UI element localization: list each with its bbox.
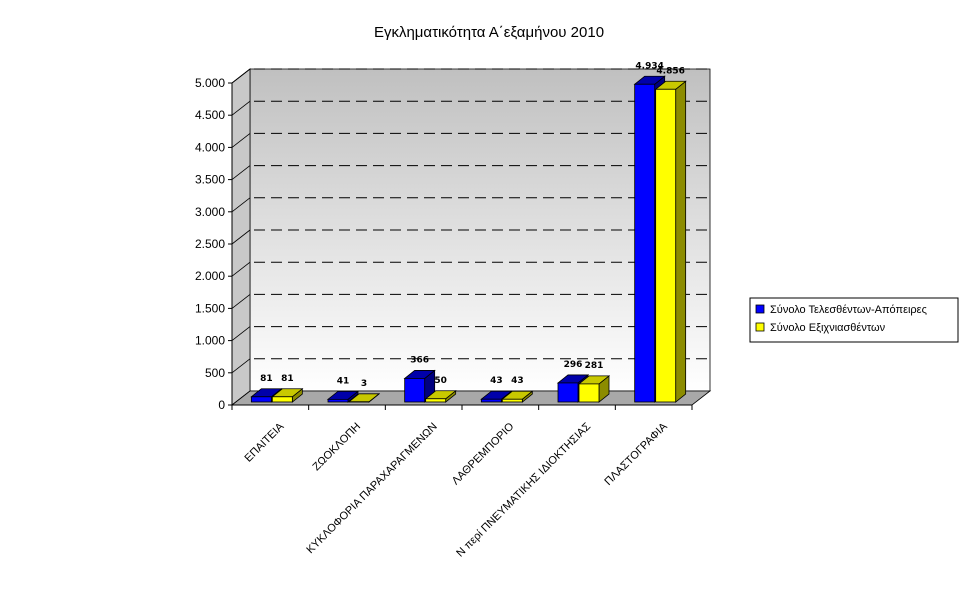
bar	[654, 80, 687, 403]
y-tick-label: 4.000	[195, 140, 225, 154]
bar	[403, 369, 436, 403]
y-tick-label: 2.500	[195, 237, 225, 251]
legend-swatch	[755, 322, 765, 332]
bar	[424, 389, 457, 403]
legend-box	[749, 297, 959, 343]
gridline-depth	[231, 358, 251, 374]
data-label: 366	[410, 355, 429, 365]
bar	[271, 387, 304, 403]
y-tick-label: 2.000	[195, 269, 225, 283]
chart-title: Εγκληματικότητα Α΄εξαμήνου 2010	[374, 24, 604, 41]
gridline-depth	[231, 165, 251, 180]
gridline-depth	[231, 100, 251, 116]
y-tick-label: 3.500	[195, 173, 225, 187]
bar-front	[271, 396, 293, 403]
y-tick-label: 3.000	[195, 205, 225, 219]
gridline-depth	[231, 261, 251, 277]
bar-front	[557, 382, 579, 403]
x-tick-label: ΠΛΑΣΤΟΓΡΑΦΙΑ	[602, 420, 670, 488]
gridline-depth	[231, 133, 251, 148]
bar-front	[655, 88, 677, 403]
data-label: 50	[434, 376, 447, 386]
bar-front	[501, 398, 523, 403]
data-label: 281	[585, 361, 604, 371]
data-label: 81	[260, 374, 273, 384]
x-tick-label: ΚΥΚΛΟΦΟΡΙΑ ΠΑΡΑΧΑΡΑΓΜΕΝΩΝ	[304, 421, 439, 556]
data-label: 3	[361, 379, 367, 389]
y-tick-label: 1.000	[195, 334, 225, 348]
bar-front	[480, 398, 502, 403]
data-label: 81	[281, 374, 294, 384]
data-label: 43	[490, 376, 503, 386]
data-label: 4.856	[656, 66, 684, 76]
y-tick-label: 0	[218, 398, 225, 412]
data-label: 4.934	[635, 61, 663, 71]
y-axis: 0 500 1.000 1.500 2.000 2.500 3.000 3.500 4.000 4…	[195, 76, 233, 412]
bar-front	[425, 398, 447, 403]
x-tick-label: ΖΩΟΚΛΟΠΗ	[311, 421, 364, 474]
x-tick-label: ΛΑΘΡΕΜΠΟΡΙΟ	[450, 420, 517, 487]
gridline-depth	[231, 229, 251, 245]
legend: Σύνολο Τελεσθέντων-Απόπειρες Σύνολο Εξιχν…	[749, 297, 959, 343]
bar-side	[675, 80, 687, 403]
y-tick-label: 500	[205, 366, 225, 380]
data-label: 43	[511, 376, 524, 386]
bar-front	[404, 378, 426, 403]
bars-layer	[250, 75, 687, 403]
bar-front	[327, 398, 349, 403]
gridline-depth	[231, 326, 251, 341]
y-tick-label: 4.500	[195, 108, 225, 122]
bar	[577, 375, 611, 403]
bar	[326, 390, 360, 403]
bar	[501, 390, 534, 403]
bar-front	[250, 396, 272, 403]
bar-front	[578, 383, 600, 403]
legend-label: Σύνολο Τελεσθέντων-Απόπειρες	[770, 304, 927, 316]
gridlines	[231, 68, 710, 374]
x-tick-label: Ν περί ΠΝΕΥΜΑΤΙΚΗΣ ΙΔΙΟΚΤΗΣΙΑΣ	[454, 420, 593, 559]
data-label: 296	[564, 360, 583, 370]
x-tick-label: ΕΠΑΙΤΕΙΑ	[243, 420, 287, 464]
gridline-depth	[231, 197, 251, 213]
y-tick-label: 1.500	[195, 301, 225, 315]
gridline-depth	[231, 294, 251, 309]
legend-swatch	[755, 304, 765, 314]
data-label: 41	[337, 376, 350, 386]
bar	[347, 392, 381, 403]
bar-front	[634, 83, 656, 403]
y-tick-label: 5.000	[195, 76, 225, 90]
legend-label: Σύνολο Εξιχνιασθέντων	[770, 322, 886, 334]
gridline-depth	[231, 68, 251, 84]
